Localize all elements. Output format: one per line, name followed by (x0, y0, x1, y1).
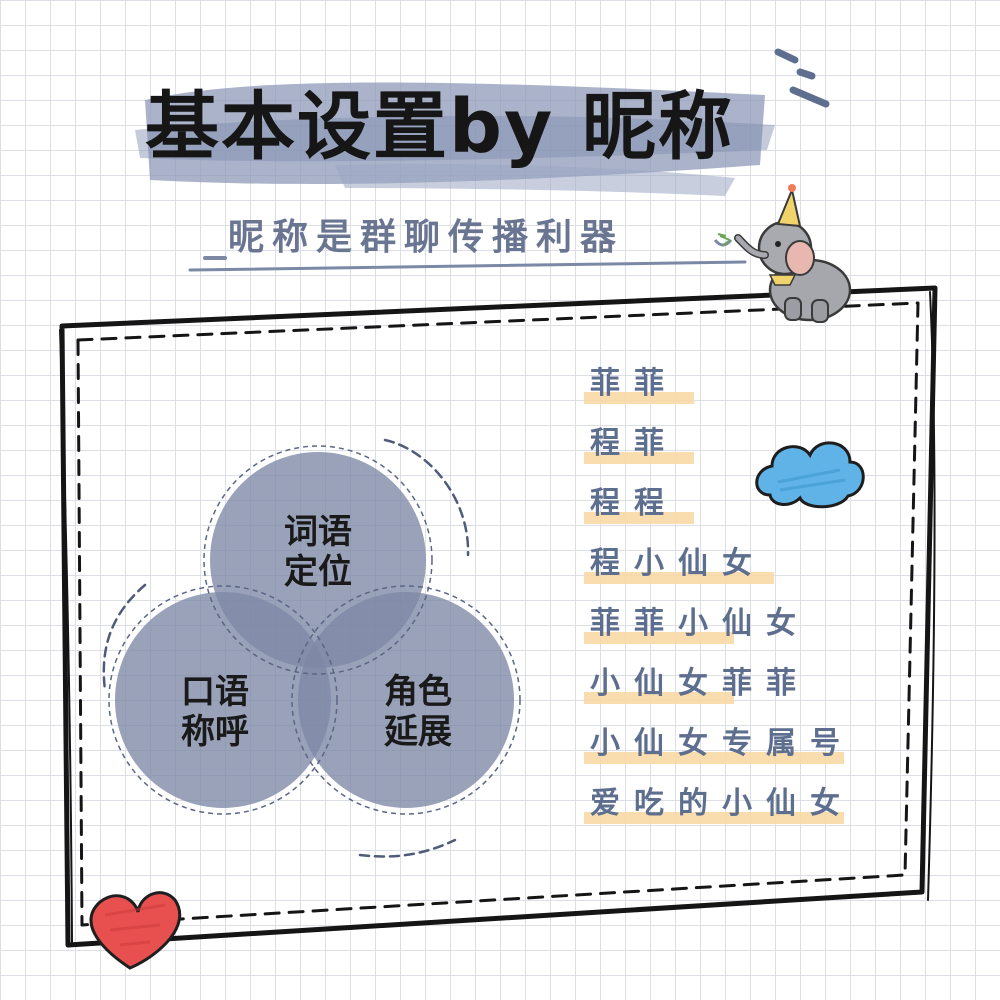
nickname-text: 菲菲 (590, 366, 678, 401)
list-item: 小仙女菲菲 (584, 656, 910, 716)
page-title: 基本设置by 昵称 (145, 84, 734, 170)
venn-label-top: 词语 定位 (253, 512, 383, 592)
venn-label-right-line1: 角色 (384, 672, 452, 712)
accent-dashes (774, 48, 830, 108)
list-item: 菲菲 (584, 356, 910, 416)
nickname-text: 程小仙女 (590, 546, 766, 581)
list-item: 程小仙女 (584, 536, 910, 596)
nickname-text: 程程 (590, 486, 678, 521)
heart-icon (89, 891, 182, 970)
list-item: 爱吃的小仙女 (584, 776, 910, 836)
nickname-text: 爱吃的小仙女 (590, 786, 854, 821)
venn-arcs (102, 438, 470, 858)
list-item: 菲菲小仙女 (584, 596, 910, 656)
list-item: 程菲 (584, 416, 910, 476)
title-brush-stroke (135, 82, 775, 196)
subtitle: 昵称是群聊传播利器 (228, 217, 625, 258)
venn-label-left: 口语 称呼 (150, 672, 280, 752)
nickname-text: 小仙女菲菲 (590, 666, 810, 701)
list-item: 程程 (584, 476, 910, 536)
venn-label-left-line1: 口语 (181, 672, 249, 712)
nickname-text: 菲菲小仙女 (590, 606, 810, 641)
elephant-icon (717, 184, 852, 323)
venn-label-right: 角色 延展 (353, 672, 483, 752)
venn-diagram (108, 445, 521, 815)
nickname-text: 小仙女专属号 (590, 726, 854, 761)
venn-label-top-line1: 词语 (284, 512, 352, 552)
list-item: 小仙女专属号 (584, 716, 910, 776)
venn-label-left-line2: 称呼 (181, 712, 249, 752)
nickname-text: 程菲 (590, 426, 678, 461)
nickname-list: 菲菲 程菲 程程 程小仙女 菲菲小仙女 小仙女菲菲 小仙女专属号 爱吃的小仙女 (584, 356, 910, 836)
venn-label-top-line2: 定位 (284, 552, 352, 592)
venn-label-right-line2: 延展 (384, 712, 452, 752)
